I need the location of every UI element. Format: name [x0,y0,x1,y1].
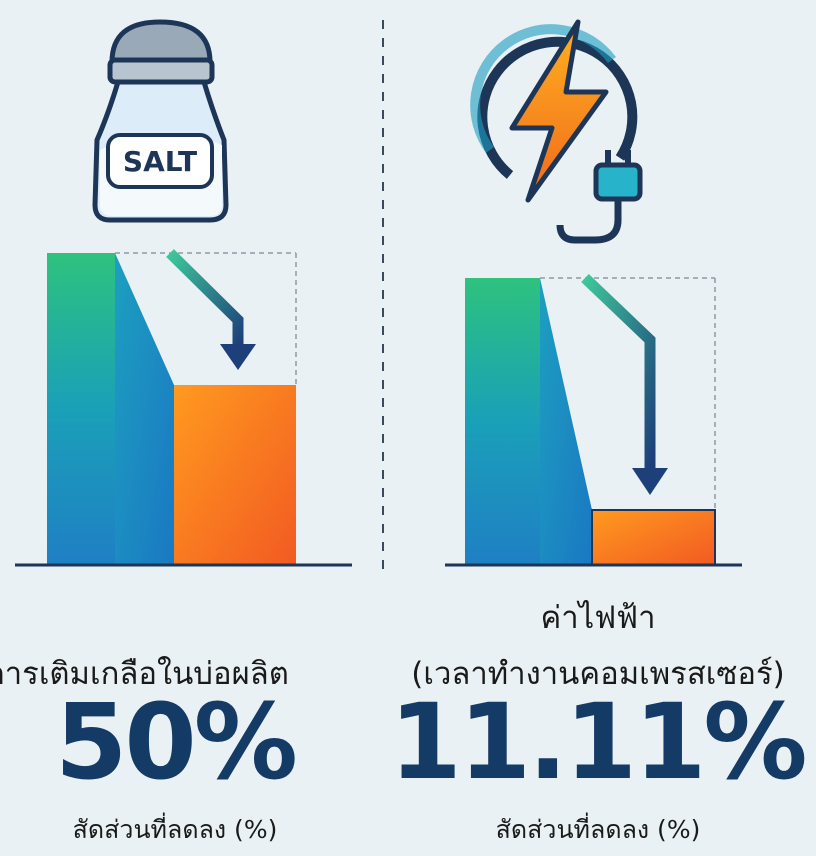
page: {"panels": [ {"icon_label": "SALT", "tit… [0,0,816,856]
infographic: SALT การเติมเกลือในบ่อผลิต 50% สัดส่วนที… [0,0,816,856]
caption: สัดส่วนที่ลดลง (%) [73,812,278,844]
right-illustration [445,278,742,565]
power-icon [475,22,640,240]
panel-title: ค่าไฟฟ้า [540,600,655,636]
value: 11.11% [389,681,804,803]
icon-label: SALT [123,145,197,178]
left-illustration [15,253,352,565]
value: 50% [55,681,295,803]
salt-icon: SALT [95,22,226,220]
caption: สัดส่วนที่ลดลง (%) [496,812,701,844]
